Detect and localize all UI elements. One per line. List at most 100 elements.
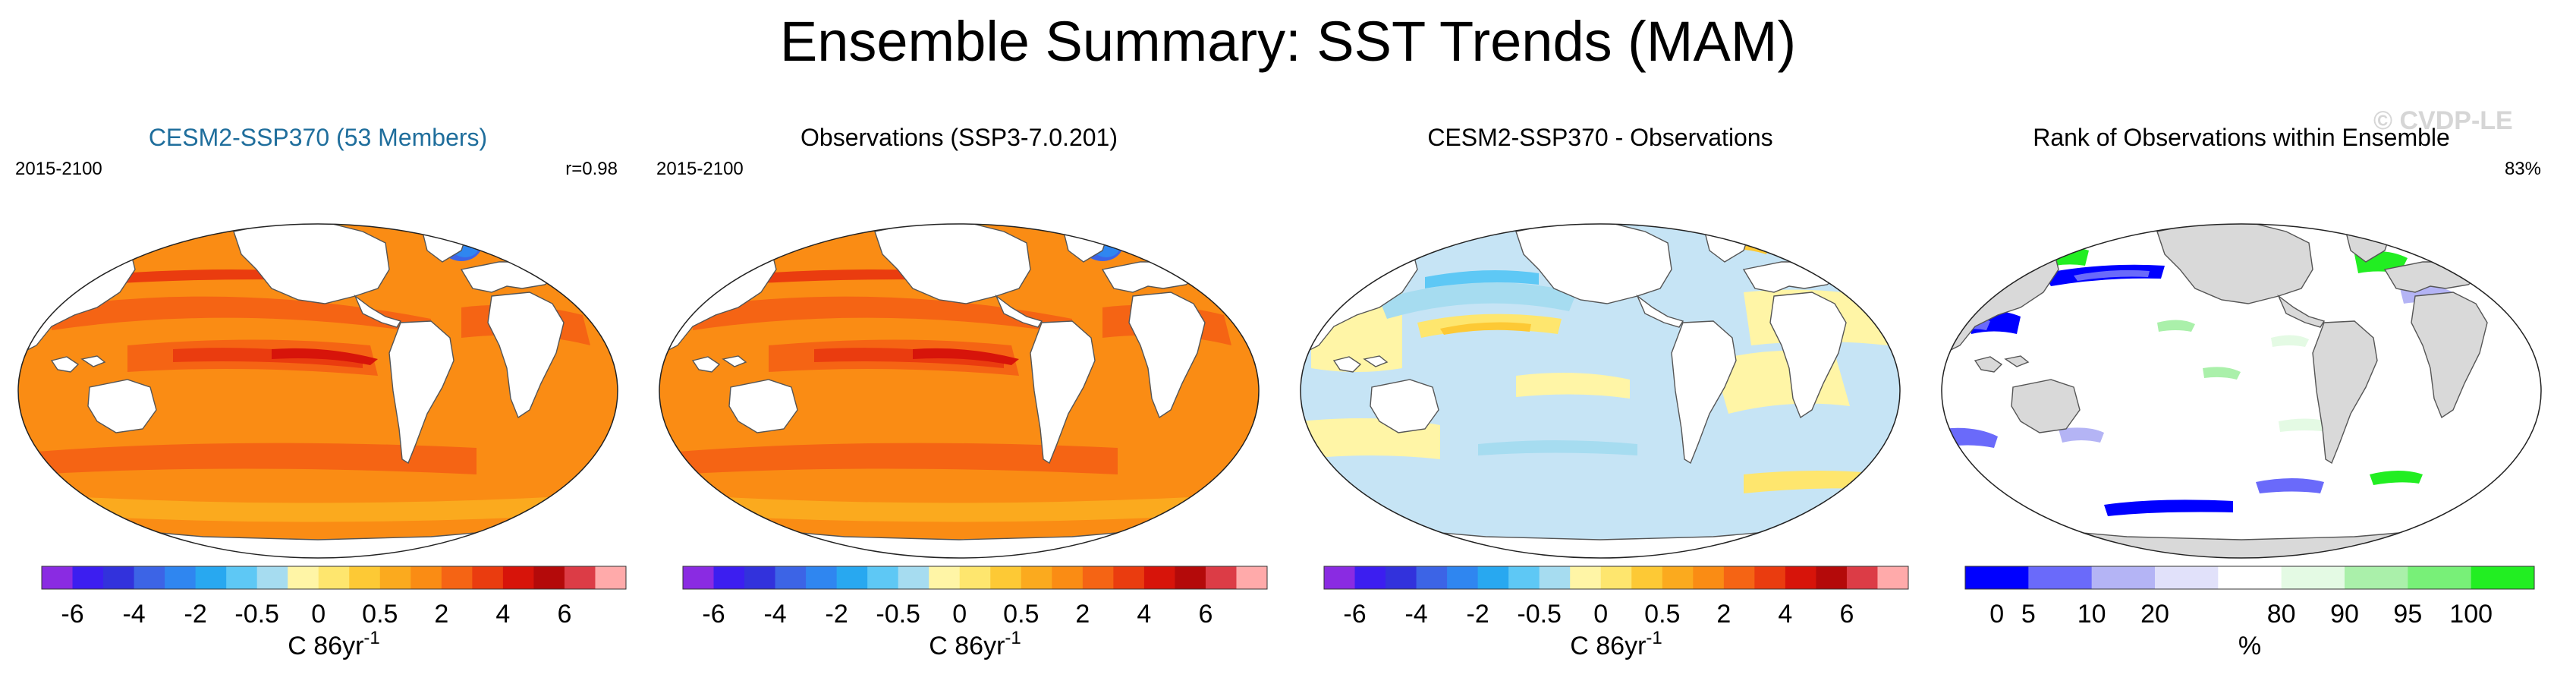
colorbar-2-tick-label: 6: [1198, 600, 1213, 629]
colorbar-1-swatch: [410, 566, 442, 589]
colorbar-3-swatch: [1816, 566, 1848, 589]
colorbar-4-frame: [1964, 566, 2535, 590]
colorbar-1-tick-label: 4: [495, 600, 510, 629]
panel-1-sst-field: [18, 224, 618, 558]
colorbar-2-swatch: [683, 566, 715, 589]
colorbar-3-swatch: [1386, 566, 1417, 589]
colorbar-3-swatch: [1508, 566, 1540, 589]
panel-4-rank-field: [1942, 224, 2541, 558]
colorbar-2-swatch: [959, 566, 991, 589]
colorbar-2-swatch: [929, 566, 961, 589]
colorbar-2-swatch: [1205, 566, 1237, 589]
colorbar-1-tick-label: 0: [311, 600, 326, 629]
colorbar-4-tick-label: 10: [2077, 600, 2106, 629]
colorbar-4-tick-label: 0: [1989, 600, 2004, 629]
colorbar-2-tick-label: 0.5: [1003, 600, 1039, 629]
colorbar-3: C 86yr-1 -6 -4 -2 -0.5 0 0.5 2 4 6: [1323, 566, 1909, 660]
colorbar-2-swatch: [1113, 566, 1145, 589]
colorbar-4-swatch: [2218, 566, 2282, 589]
colorbar-1-units: C 86yr-1: [288, 628, 379, 660]
colorbar-2-swatch: [1021, 566, 1052, 589]
panel-3-globe-outline: [1300, 223, 1901, 559]
colorbar-4-units: %: [2238, 632, 2261, 660]
panel-3-difference-field: [1301, 224, 1900, 558]
colorbar-1-tick-label: 0.5: [362, 600, 398, 629]
colorbar-2-swatch: [713, 566, 745, 589]
colorbar-2-swatch: [836, 566, 868, 589]
panel-2-globe-outline: [659, 223, 1260, 559]
colorbar-1-swatch: [502, 566, 534, 589]
colorbar-4-tick-label: 90: [2330, 600, 2359, 629]
colorbar-1-swatch: [165, 566, 197, 589]
panel-2-title: Observations (SSP3-7.0.201): [800, 124, 1118, 151]
panel-4-title: Rank of Observations within Ensemble: [2033, 124, 2450, 151]
colorbar-2-tick-label: 2: [1075, 600, 1090, 629]
panel-1-globe-outline: [17, 223, 618, 559]
colorbar-1-swatch: [42, 566, 74, 589]
colorbar-1-swatch: [256, 566, 288, 589]
colorbar-1-swatch: [72, 566, 104, 589]
colorbar-3-swatch: [1570, 566, 1602, 589]
figure-title: Ensemble Summary: SST Trends (MAM): [779, 10, 1797, 73]
panel-1-period: 2015-2100: [15, 159, 102, 179]
colorbar-1-swatch: [103, 566, 135, 589]
colorbar-2-swatch: [898, 566, 929, 589]
colorbar-3-tick-label: -6: [1343, 600, 1366, 629]
colorbar-2-swatch: [806, 566, 838, 589]
colorbar-2-swatch: [1175, 566, 1206, 589]
colorbar-3-swatch: [1539, 566, 1571, 589]
colorbar-4-swatch: [2281, 566, 2345, 589]
colorbar-2-frame: [682, 566, 1268, 590]
colorbar-4-swatch: [2028, 566, 2093, 589]
panel-1-correlation: r=0.98: [565, 159, 618, 179]
colorbar-3-swatch: [1631, 566, 1663, 589]
panel-4-summary: 83%: [2505, 159, 2541, 179]
colorbar-2-tick-label: 0: [952, 600, 967, 629]
colorbar-3-frame: [1323, 566, 1909, 590]
colorbar-3-tick-label: -2: [1467, 600, 1489, 629]
colorbar-3-swatch: [1447, 566, 1479, 589]
colorbar-2-units: C 86yr-1: [929, 628, 1021, 660]
colorbar-3-swatch: [1723, 566, 1755, 589]
colorbar-1-tick-label: 2: [434, 600, 448, 629]
colorbar-3-swatch: [1477, 566, 1509, 589]
colorbar-3-units: C 86yr-1: [1570, 628, 1662, 660]
panel-4-globe-outline: [1941, 223, 2542, 559]
colorbar-3-swatch: [1416, 566, 1448, 589]
panel-1-title: CESM2-SSP370 (53 Members): [149, 124, 487, 151]
colorbar-4-swatch: [2091, 566, 2156, 589]
colorbar-4-swatch: [2155, 566, 2219, 589]
colorbar-3-tick-label: 0.5: [1644, 600, 1680, 629]
colorbar-3-tick-label: 6: [1839, 600, 1854, 629]
colorbar-3-tick-label: -4: [1404, 600, 1427, 629]
colorbar-3-swatch: [1693, 566, 1725, 589]
colorbar-4-swatch: [2408, 566, 2472, 589]
colorbar-2-swatch: [1143, 566, 1175, 589]
panel-3-title: CESM2-SSP370 - Observations: [1427, 124, 1772, 151]
colorbar-4-tick-label: 100: [2449, 600, 2493, 629]
colorbar-2-tick-label: -0.5: [876, 600, 920, 629]
colorbar-1-swatch: [441, 566, 473, 589]
colorbar-3-swatch: [1354, 566, 1386, 589]
colorbar-3-tick-label: 4: [1778, 600, 1792, 629]
colorbar-3-swatch: [1785, 566, 1816, 589]
colorbar-2-swatch: [867, 566, 899, 589]
map-panel-1: CESM2-SSP370 (53 Members) 2015-2100 r=0.…: [15, 124, 618, 559]
colorbar-4-tick-label: 5: [2021, 600, 2036, 629]
map-panel-3: CESM2-SSP370 - Observations: [1300, 124, 1901, 559]
colorbar-4: % 0 5 10 20 80 90 95 100: [1964, 566, 2535, 660]
colorbar-3-swatch: [1877, 566, 1909, 589]
panel-2-period: 2015-2100: [656, 159, 744, 179]
colorbar-2-tick-label: -2: [826, 600, 848, 629]
colorbar-2-swatch: [1052, 566, 1084, 589]
colorbar-1-tick-label: 6: [557, 600, 571, 629]
colorbar-3-tick-label: -0.5: [1517, 600, 1562, 629]
colorbar-3-swatch: [1324, 566, 1356, 589]
colorbar-1-swatch: [288, 566, 319, 589]
colorbar-1-swatch: [226, 566, 258, 589]
watermark: © CVDP-LE: [2373, 106, 2513, 135]
colorbar-1-swatch: [195, 566, 227, 589]
colorbar-1-swatch: [379, 566, 411, 589]
colorbar-1-swatch: [318, 566, 350, 589]
colorbar-3-swatch: [1600, 566, 1632, 589]
